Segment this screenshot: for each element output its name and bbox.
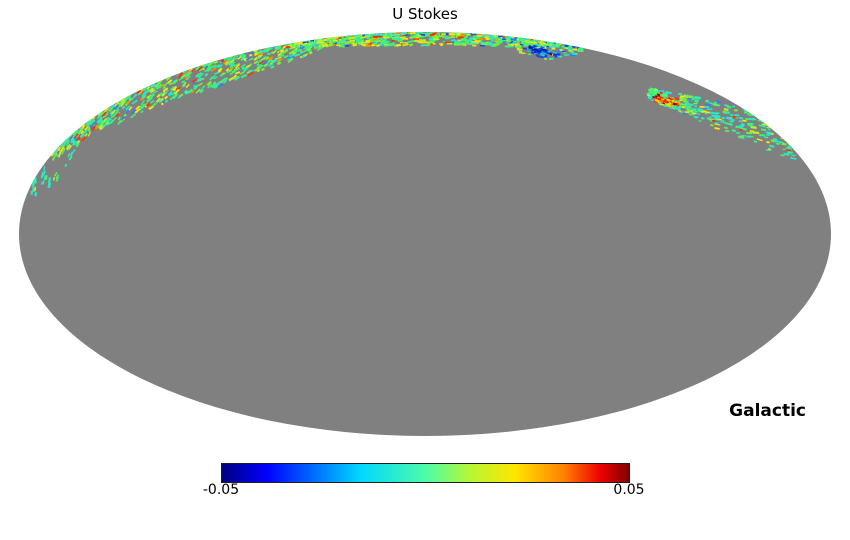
chart-title: U Stokes: [392, 5, 458, 23]
scan-speckles: [30, 32, 813, 197]
colorbar-max-label: 0.05: [613, 482, 645, 498]
colorbar: [221, 463, 630, 483]
coordinate-frame-label: Galactic: [729, 401, 806, 421]
colorbar-gradient: [222, 464, 629, 482]
sky-ellipse: [19, 32, 831, 436]
colorbar-min-label: -0.05: [202, 482, 240, 498]
